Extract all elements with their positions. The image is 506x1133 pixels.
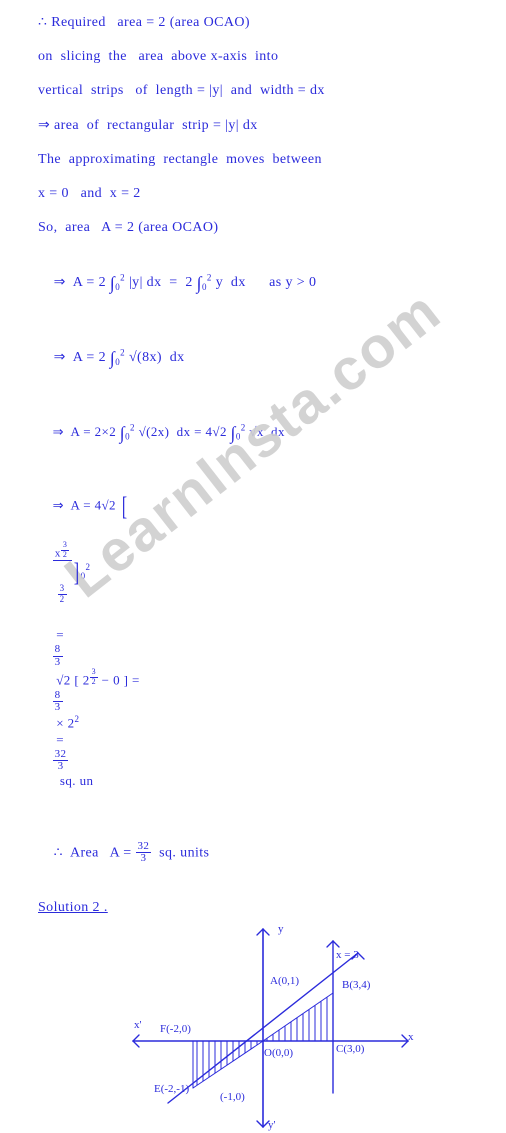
label-E: E(-2,-1) [154, 1083, 189, 1095]
line-12: ∴ Area A = 323 sq. units [38, 823, 486, 883]
int-low: 0 [236, 431, 241, 441]
l8b: |y| dx = 2 [125, 275, 197, 290]
d: 3 [136, 853, 152, 865]
pow2: 2 [75, 714, 80, 724]
l10c: √x dx [246, 424, 285, 439]
mid: √2 [ 2 [53, 673, 90, 688]
line-9: ⇒ A = 2 ∫02 √(8x) dx [38, 329, 486, 389]
frac-32-3b: 323 [136, 841, 152, 865]
l8c: y dx as y > 0 [212, 275, 317, 290]
line-2: on slicing the area above x-axis into [38, 48, 486, 66]
line-8: ⇒ A = 2 ∫02 |y| dx = 2 ∫02 y dx as y > 0 [38, 253, 486, 313]
n: 8 [53, 644, 63, 657]
pow-d: 2 [61, 551, 69, 559]
line-6: x = 0 and x = 2 [38, 185, 486, 203]
frac-x-3-2: x32 32 [53, 518, 72, 627]
label-F: F(-2,0) [160, 1023, 191, 1035]
label-x3: x = 3 [336, 949, 359, 961]
int-low: 0 [125, 431, 130, 441]
line-5: The approximating rectangle moves betwee… [38, 151, 486, 169]
frac-32-3: 323 [53, 749, 69, 773]
l9b: √(8x) dx [125, 350, 185, 365]
frac-8-3: 83 [53, 644, 63, 668]
bracket-icon: [ [121, 495, 126, 518]
l10a: ⇒ A = 2×2 [53, 424, 120, 439]
lim-high: 2 [85, 563, 90, 573]
line-4: ⇒ area of rectangular strip = |y| dx [38, 117, 486, 135]
line-3: vertical strips of length = |y| and widt… [38, 82, 486, 100]
l12b: sq. units [151, 845, 209, 860]
line-1: ∴ Required area = 2 (area OCAO) [38, 14, 486, 32]
d: 3 [53, 702, 63, 714]
line-7: So, area A = 2 (area OCAO) [38, 219, 486, 237]
sol-text: Solution 2 . [38, 900, 108, 915]
unit: sq. un [53, 773, 94, 788]
label-O: O(0,0) [264, 1047, 293, 1059]
graph: y x x' y' x = 3 A(0,1) B(3,4) O(0,0) C(3… [108, 923, 428, 1133]
d: 2 [90, 678, 98, 686]
page-root: LearnInsta.com ∴ Required area = 2 (area… [0, 0, 506, 888]
label-xr: x [408, 1031, 414, 1043]
int-low: 0 [115, 357, 120, 367]
solution-heading: Solution 2 . [38, 899, 486, 917]
mid2: − 0 ] = [98, 673, 143, 688]
label-m10: (-1,0) [220, 1091, 245, 1103]
label-xl: x' [134, 1019, 141, 1031]
label-B: B(3,4) [342, 979, 370, 991]
l12a: ∴ Area A = [54, 845, 136, 860]
label-A: A(0,1) [270, 975, 299, 987]
d: 3 [53, 761, 69, 773]
line-10: ⇒ A = 2×2 ∫02 √(2x) dx = 4√2 ∫02 √x dx [38, 405, 486, 462]
l10b: √(2x) dx = 4√2 [135, 424, 231, 439]
line-11: ⇒ A = 4√2 [ x32 32 ]02 = 83 √2 [ 232 − 0… [38, 478, 486, 807]
graph-svg [108, 923, 428, 1133]
label-y: y [278, 923, 284, 935]
eq: = [53, 627, 68, 642]
label-yb: y' [268, 1119, 275, 1131]
res: = [53, 732, 68, 747]
int-low: 0 [115, 281, 120, 291]
l9a: ⇒ A = 2 [54, 350, 110, 365]
label-C: C(3,0) [336, 1043, 364, 1055]
int-low: 0 [202, 281, 207, 291]
end: × 2 [53, 715, 75, 730]
d-d: 2 [58, 595, 67, 604]
l8a: ⇒ A = 2 [54, 275, 110, 290]
bracket-icon: ] [73, 561, 78, 584]
d: 3 [53, 657, 63, 669]
l11a: ⇒ A = 4√2 [53, 498, 120, 513]
frac-8-3b: 83 [53, 690, 63, 714]
